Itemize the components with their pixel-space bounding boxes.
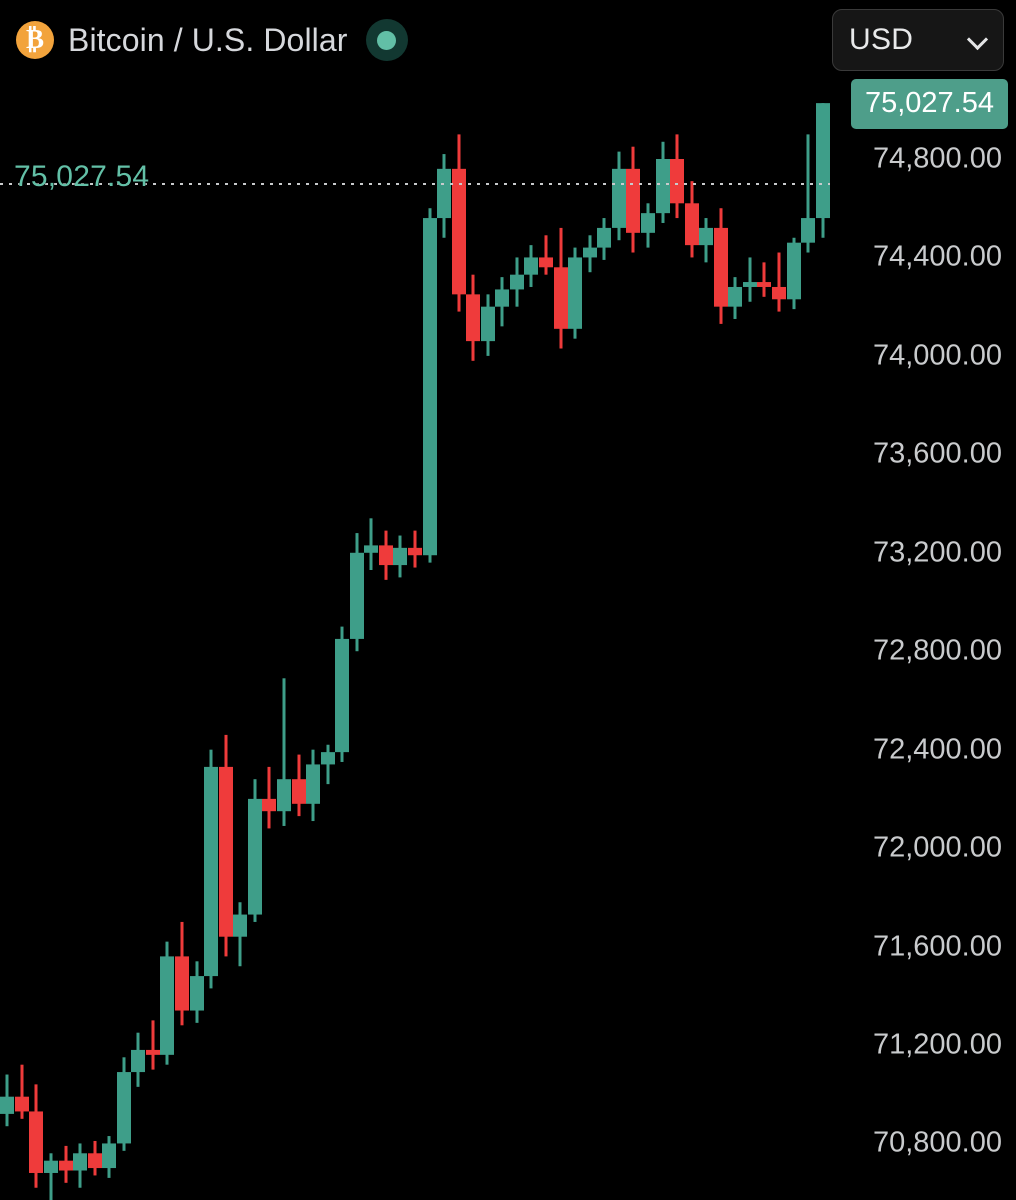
candle-body-up bbox=[728, 286, 742, 307]
candle-body-up bbox=[495, 289, 509, 307]
chevron-down-icon bbox=[969, 31, 987, 49]
live-status-dot bbox=[365, 19, 408, 61]
candle-wick bbox=[806, 134, 810, 253]
currency-select[interactable]: USD bbox=[832, 9, 1004, 71]
candle-body-up bbox=[44, 1160, 58, 1173]
candle-body-up bbox=[321, 752, 335, 765]
candle-body-up bbox=[131, 1049, 145, 1073]
candle-body-down bbox=[146, 1049, 160, 1055]
symbol-group[interactable]: ₿ Bitcoin / U.S. Dollar bbox=[16, 19, 408, 61]
candle-body-up bbox=[816, 103, 830, 219]
candle-body-down bbox=[466, 294, 480, 342]
axis-tick-label: 72,400.00 bbox=[872, 733, 1002, 766]
axis-tick-label: 72,000.00 bbox=[872, 831, 1002, 864]
candle-body-up bbox=[204, 766, 218, 977]
candle-body-up bbox=[160, 956, 174, 1055]
candle-wick bbox=[544, 235, 548, 275]
candle-body-up bbox=[510, 274, 524, 290]
candle-body-up bbox=[73, 1153, 87, 1171]
candle-body-up bbox=[641, 213, 655, 233]
price-axis[interactable]: 75,027.54 74,800.00 74,400.00 74,000.00 73,… bbox=[830, 79, 1016, 1200]
candle-body-down bbox=[29, 1111, 43, 1173]
axis-tick-label: 73,200.00 bbox=[872, 536, 1002, 569]
candle-body-up bbox=[612, 168, 626, 228]
candle-body-up bbox=[787, 242, 801, 300]
candle-body-up bbox=[656, 159, 670, 214]
candle-body-down bbox=[626, 168, 640, 233]
candle-body-down bbox=[714, 227, 728, 307]
candle-body-up bbox=[233, 914, 247, 937]
candle-body-up bbox=[481, 306, 495, 342]
candle-body-up bbox=[102, 1143, 116, 1169]
candle-body-up bbox=[190, 976, 204, 1011]
axis-tick-label: 70,800.00 bbox=[872, 1126, 1002, 1159]
candle-body-down bbox=[175, 956, 189, 1011]
currency-select-value: USD bbox=[849, 23, 914, 56]
chart-header: ₿ Bitcoin / U.S. Dollar USD bbox=[0, 0, 1016, 80]
candle-body-down bbox=[670, 159, 684, 204]
candle-body-down bbox=[59, 1160, 73, 1171]
candle-body-down bbox=[379, 545, 393, 566]
axis-tick-label: 74,400.00 bbox=[872, 240, 1002, 273]
candle-body-up bbox=[699, 227, 713, 246]
candle-body-up bbox=[568, 257, 582, 329]
axis-tick-label: 71,600.00 bbox=[872, 930, 1002, 963]
candle-wick bbox=[777, 252, 781, 312]
bitcoin-icon: ₿ bbox=[16, 21, 54, 59]
candle-body-down bbox=[685, 203, 699, 246]
current-price-line-label: 75,027.54 bbox=[14, 160, 150, 193]
candle-body-down bbox=[88, 1153, 102, 1169]
candle-body-up bbox=[583, 247, 597, 258]
candle-body-up bbox=[423, 218, 437, 556]
axis-tick-label: 72,800.00 bbox=[872, 634, 1002, 667]
current-price-line bbox=[0, 183, 830, 185]
candle-body-down bbox=[452, 168, 466, 295]
candle-body-down bbox=[219, 766, 233, 937]
candle-body-down bbox=[772, 286, 786, 300]
candle-body-up bbox=[597, 227, 611, 248]
candlestick-series bbox=[0, 103, 830, 1200]
candle-body-up bbox=[350, 552, 364, 639]
candle-body-down bbox=[408, 547, 422, 556]
candle-wick bbox=[267, 766, 271, 829]
axis-tick-label: 73,600.00 bbox=[872, 437, 1002, 470]
axis-tick-label: 74,800.00 bbox=[872, 142, 1002, 175]
candle-body-up bbox=[393, 547, 407, 566]
candle-body-up bbox=[524, 257, 538, 275]
candle-body-up bbox=[248, 798, 262, 915]
candle-wick bbox=[20, 1064, 24, 1119]
candle-body-down bbox=[757, 282, 771, 287]
candle-wick bbox=[748, 257, 752, 302]
page-title: Bitcoin / U.S. Dollar bbox=[68, 21, 348, 58]
chart-plot-area[interactable]: 75,027.54 bbox=[0, 80, 830, 1200]
axis-tick-label: 74,000.00 bbox=[872, 339, 1002, 372]
candle-wick bbox=[151, 1020, 155, 1070]
candle-body-up bbox=[364, 545, 378, 553]
candle-body-down bbox=[15, 1096, 29, 1112]
candle-wick bbox=[762, 262, 766, 297]
candle-body-up bbox=[801, 218, 815, 243]
candle-body-down bbox=[262, 798, 276, 812]
candle-body-up bbox=[277, 779, 291, 812]
candle-body-up bbox=[306, 764, 320, 804]
candle-body-down bbox=[554, 267, 568, 329]
candle-body-up bbox=[437, 168, 451, 219]
candle-body-down bbox=[539, 257, 553, 268]
axis-tick-label: 71,200.00 bbox=[872, 1028, 1002, 1061]
candle-body-up bbox=[743, 282, 757, 287]
candle-wick bbox=[49, 1153, 53, 1200]
candle-body-up bbox=[0, 1096, 14, 1114]
candle-wick bbox=[282, 678, 286, 826]
current-price-badge: 75,027.54 bbox=[850, 79, 1008, 129]
candle-body-down bbox=[292, 779, 306, 804]
candle-body-up bbox=[117, 1072, 131, 1144]
candle-wick bbox=[369, 518, 373, 571]
candle-body-up bbox=[335, 638, 349, 753]
